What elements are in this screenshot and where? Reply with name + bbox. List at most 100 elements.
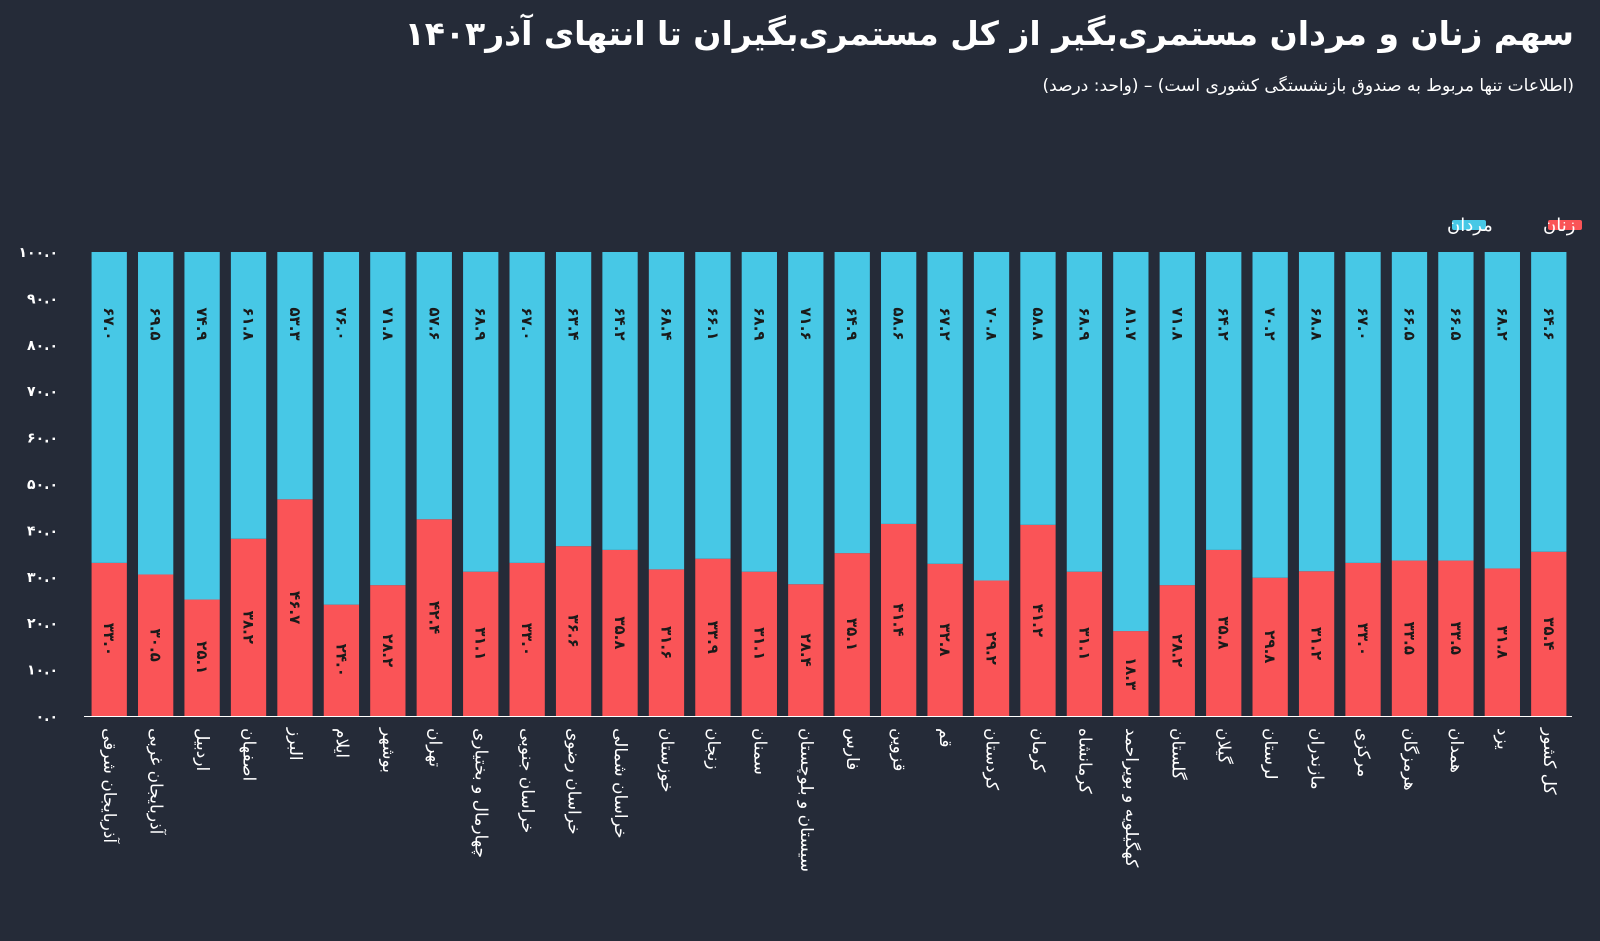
bar-men-value-label: ۶۷.۰ <box>518 307 536 340</box>
bar-men-value-label: ۶۱.۸ <box>240 307 258 340</box>
bar-men <box>1159 252 1195 586</box>
bar-men-value-label: ۸۱.۷ <box>1122 307 1140 340</box>
bar-women <box>370 585 406 716</box>
y-tick-label: ۳۰.۰ <box>27 570 58 586</box>
x-tick-label: همدان <box>1446 728 1466 773</box>
bar-men <box>788 252 824 585</box>
bar-men <box>1345 252 1381 563</box>
legend-swatch-men <box>1452 220 1486 230</box>
x-tick-label: سمنان <box>749 728 769 775</box>
x-tick-label: ایلام <box>331 728 351 758</box>
bar-women <box>927 563 963 716</box>
bar-men-value-label: ۶۷.۰ <box>100 307 118 340</box>
x-tick-label: کرمانشاه <box>1074 728 1094 795</box>
x-tick-label: کهگیلویه و بویراحمد <box>1121 728 1142 868</box>
x-tick-label: خراسان جنوبی <box>517 728 537 833</box>
bar-men-value-label: ۶۴.۶ <box>1540 307 1558 340</box>
bar-men <box>1066 252 1103 572</box>
bar-women-value-label: ۳۱.۱ <box>1075 627 1093 660</box>
bar-men <box>1298 252 1335 572</box>
bar-men-value-label: ۶۸.۸ <box>1308 307 1326 340</box>
bar-women <box>1391 560 1428 716</box>
bar-men-value-label: ۶۸.۹ <box>750 307 768 340</box>
bar-women-value-label: ۴۶.۷ <box>286 591 304 624</box>
x-tick-label: تهران <box>424 728 444 767</box>
bar-men-value-label: ۷۱.۶ <box>797 307 815 340</box>
legend-swatch-women <box>1548 220 1582 230</box>
bar-men <box>91 252 127 563</box>
bar-men <box>138 252 174 575</box>
bar-men-value-label: ۶۳.۴ <box>565 307 583 340</box>
x-tick-label: چهارمال و بختیاری <box>471 728 491 858</box>
bar-women <box>184 599 220 716</box>
bar-women-value-label: ۳۶.۶ <box>565 615 583 648</box>
bar-men <box>323 252 360 605</box>
bar-men <box>416 252 452 520</box>
bar-women <box>695 558 731 716</box>
bar-women <box>230 538 267 716</box>
bar-women-value-label: ۳۳.۰ <box>100 623 118 656</box>
x-tick-label: کل کشور <box>1539 727 1559 796</box>
y-tick-label: ۷۰.۰ <box>27 384 58 400</box>
bar-women-value-label: ۳۱.۱ <box>750 627 768 660</box>
bar-women <box>277 499 313 716</box>
bar-men-value-label: ۶۷.۲ <box>936 307 954 340</box>
x-tick-label: مرکزی <box>1353 728 1373 777</box>
bar-women <box>509 562 545 716</box>
bar-women-value-label: ۳۵.۸ <box>1215 616 1233 649</box>
bar-men-value-label: ۵۸.۶ <box>890 307 908 340</box>
x-tick-label: مازندران <box>1307 728 1327 790</box>
y-tick-label: ۱۰۰.۰ <box>19 245 59 261</box>
bar-women-value-label: ۲۸.۲ <box>379 634 397 667</box>
bar-men <box>602 252 638 550</box>
x-tick-label: هرمزگان <box>1399 728 1420 791</box>
bar-men <box>695 252 731 559</box>
bar-women <box>741 571 777 716</box>
bar-women-value-label: ۳۱.۱ <box>472 627 490 660</box>
bar-women-value-label: ۳۱.۲ <box>1308 627 1326 660</box>
x-tick-label: خوزستان <box>656 728 676 793</box>
y-tick-label: ۹۰.۰ <box>27 291 58 307</box>
x-tick-label: آذربایجان غربی <box>146 728 168 836</box>
y-tick-label: ۵۰.۰ <box>27 477 58 493</box>
x-tick-label: البرز <box>285 727 305 761</box>
bar-men <box>881 252 917 524</box>
bar-men <box>1206 252 1242 550</box>
bar-men <box>927 252 963 564</box>
chart-subtitle: (اطلاعات تنها مربوط به صندوق بازنشستگی ک… <box>1042 76 1574 96</box>
bar-women <box>138 574 174 716</box>
bar-women <box>416 519 452 716</box>
bar-men <box>973 252 1010 581</box>
bar-men <box>370 252 406 586</box>
legend-label-women: زنان <box>1543 215 1575 236</box>
bar-women <box>1345 562 1381 716</box>
bar-men <box>1391 252 1428 561</box>
x-tick-label: قم <box>935 728 955 747</box>
x-tick-label: آذربایجان شرقی <box>99 728 121 844</box>
bar-men-value-label: ۷۴.۹ <box>193 307 211 340</box>
x-tick-label: کردستان <box>982 728 1002 791</box>
bar-men <box>1252 252 1288 578</box>
bar-women-value-label: ۳۳.۵ <box>1447 622 1465 655</box>
bar-women-value-label: ۴۱.۴ <box>890 603 908 636</box>
bar-men <box>1113 252 1149 632</box>
x-tick-label: خراسان شمالی <box>610 728 630 839</box>
bar-women-value-label: ۴۲.۴ <box>425 601 443 634</box>
x-tick-label: قزوین <box>889 728 909 771</box>
bar-men-value-label: ۶۸.۴ <box>657 307 675 340</box>
bar-women <box>1113 631 1149 716</box>
y-tick-label: ۶۰.۰ <box>27 431 58 447</box>
x-tick-label: فارس <box>842 728 862 770</box>
bar-men-value-label: ۶۶.۱ <box>704 307 722 340</box>
bar-women-value-label: ۳۳.۰ <box>1354 623 1372 656</box>
bar-men-value-label: ۷۱.۸ <box>1168 307 1186 340</box>
chart-title: سهم زنان و مردان مستمری‌بگیر از کل مستمر… <box>404 14 1574 53</box>
bar-women-value-label: ۲۹.۸ <box>1261 630 1279 663</box>
bar-men <box>1438 252 1474 561</box>
bar-men <box>1020 252 1056 525</box>
bar-women <box>788 584 824 716</box>
bar-men-value-label: ۵۸.۸ <box>1029 307 1047 340</box>
bar-women <box>463 571 499 716</box>
bar-women <box>1298 571 1335 716</box>
bar-women <box>91 562 127 716</box>
